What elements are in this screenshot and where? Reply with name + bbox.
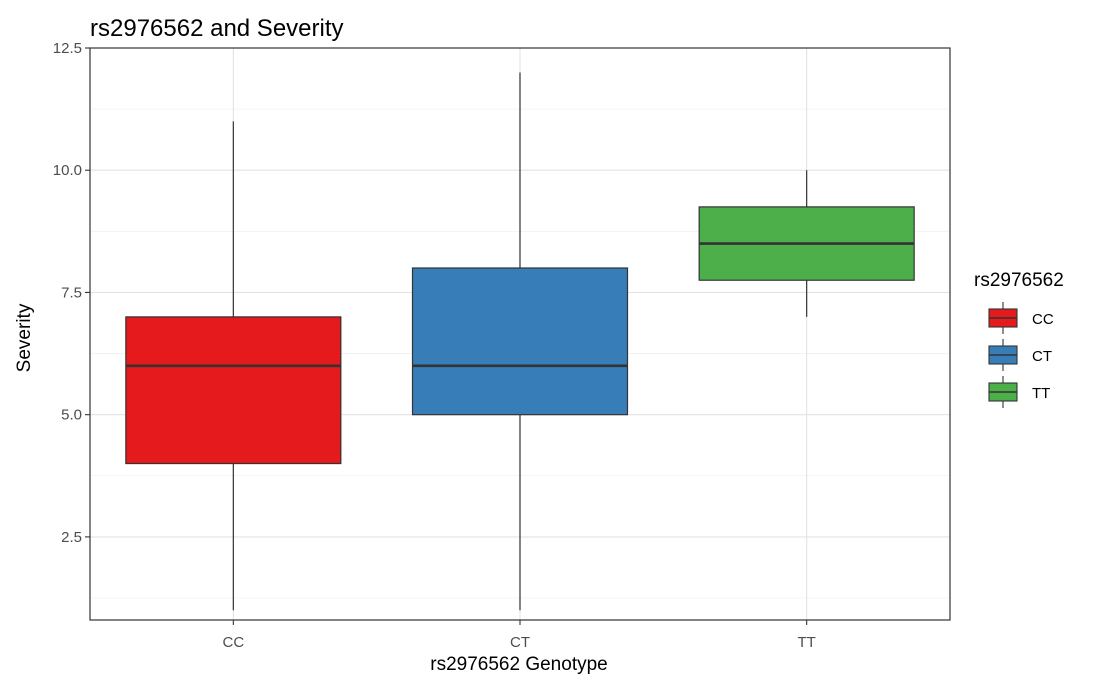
box-iqr: [125, 316, 342, 465]
y-tick-label: 12.5: [53, 40, 82, 57]
y-axis: 2.5 5.0 7.5 10.0 12.5: [53, 40, 90, 546]
box-cc: [125, 121, 342, 611]
legend-key-cc: [988, 302, 1018, 334]
legend-label: TT: [1032, 385, 1050, 402]
legend-key-tt: [988, 376, 1018, 408]
y-tick-label: 5.0: [61, 407, 82, 424]
legend-key-ct: [988, 339, 1018, 371]
legend-label: CT: [1032, 348, 1052, 365]
x-axis: CC CT TT: [222, 620, 816, 651]
x-tick-label: CC: [222, 634, 244, 651]
y-tick-label: 10.0: [53, 162, 82, 179]
y-axis-title: Severity: [14, 303, 35, 372]
x-tick-label: CT: [510, 634, 530, 651]
x-tick-label: TT: [798, 634, 816, 651]
box-tt: [698, 170, 915, 317]
box-iqr: [411, 267, 629, 416]
legend-title: rs2976562: [974, 270, 1064, 291]
y-tick-label: 2.5: [61, 529, 82, 546]
y-tick-label: 7.5: [61, 284, 82, 301]
chart-title: rs2976562 and Severity: [90, 15, 344, 42]
legend-label: CC: [1032, 311, 1054, 328]
x-axis-title: rs2976562 Genotype: [430, 654, 607, 675]
box-ct: [411, 72, 629, 611]
legend: rs2976562 CC CT TT: [974, 270, 1064, 408]
boxes-layer: [125, 72, 915, 611]
